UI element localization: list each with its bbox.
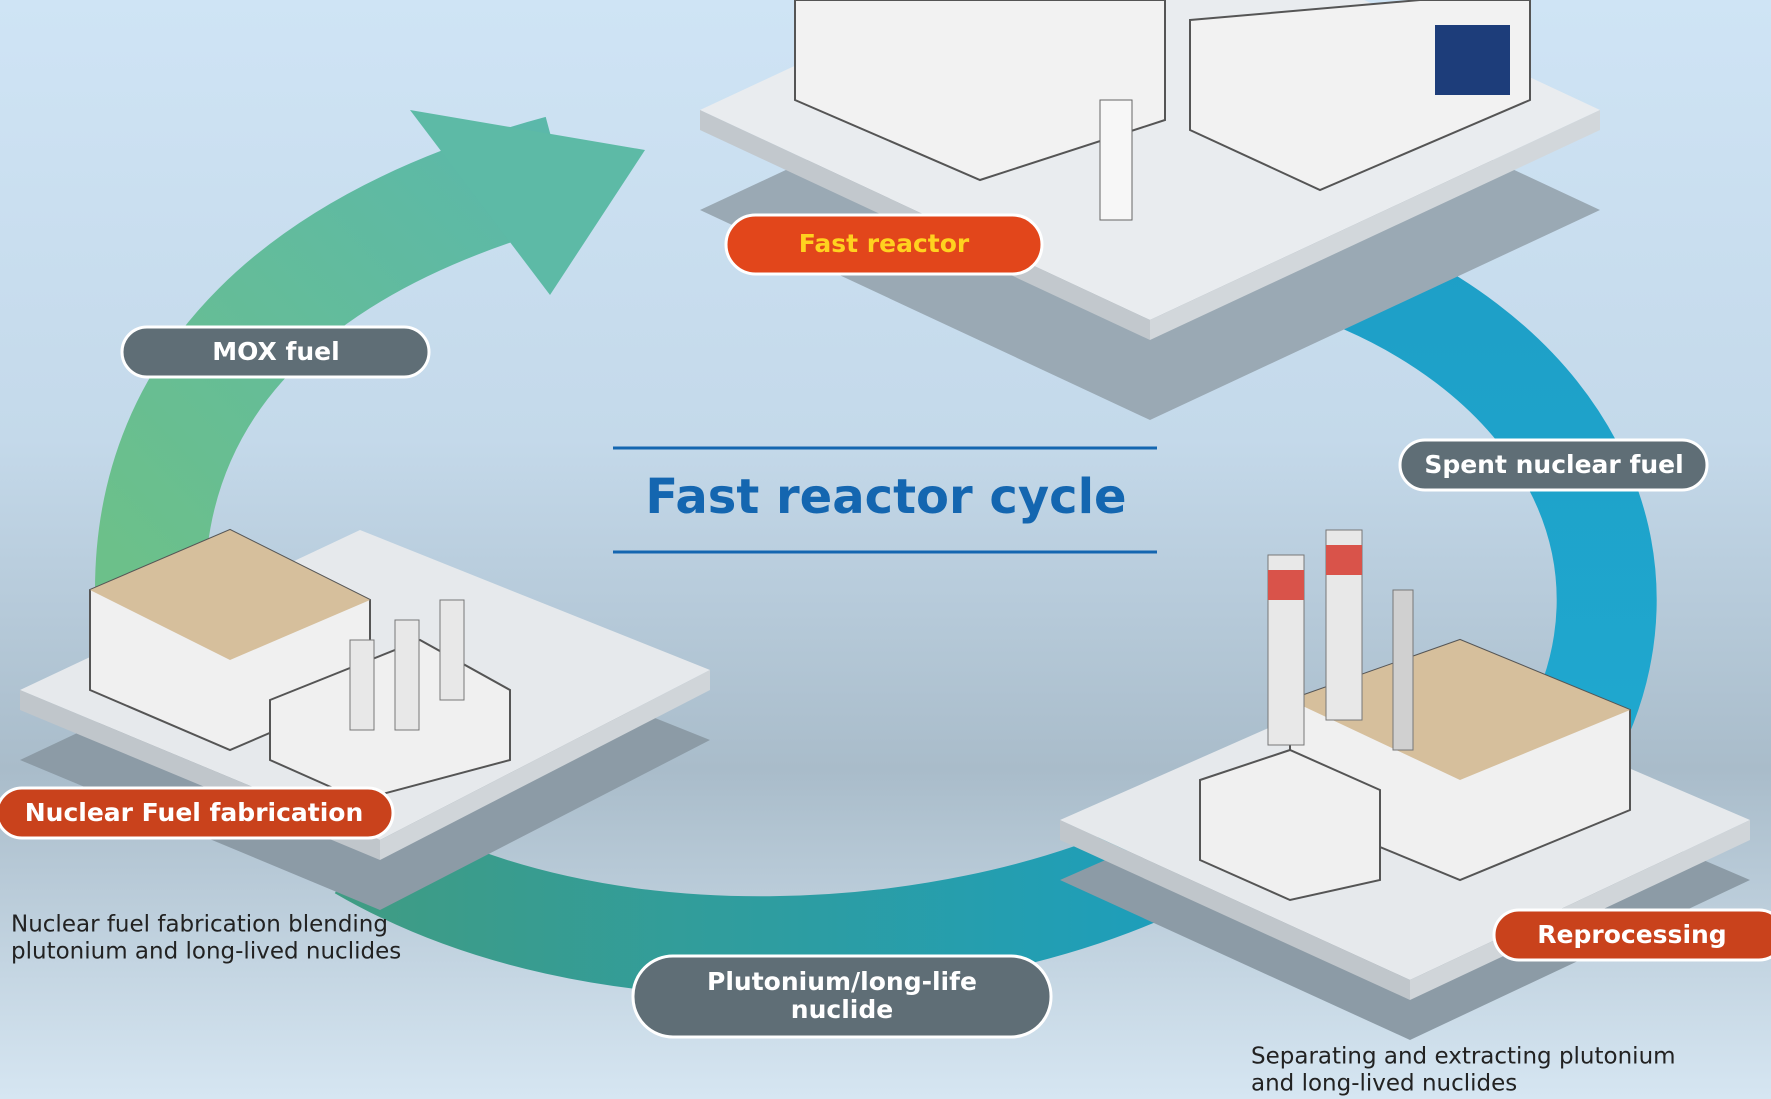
stage-pill [724,213,1044,276]
stage-description: plutonium and long-lived nuclides [11,939,401,965]
stage-label: Reprocessing [1537,920,1726,949]
title: Fast reactor cycle [645,469,1126,525]
stage-label: Fast reactor [799,229,970,258]
stage-description: Separating and extracting plutonium [1251,1044,1676,1070]
stage-description: and long-lived nuclides [1251,1071,1517,1097]
flow-label: Plutonium/long-life [707,967,977,996]
flow-arrow [334,806,1171,997]
arrow-head [410,110,645,295]
flow-label: nuclide [791,995,893,1024]
flow-pill [1398,438,1709,492]
stage-label: Nuclear Fuel fabrication [25,798,364,827]
flow-label: MOX fuel [212,337,339,366]
flow-pill [120,325,431,379]
stage-pill [0,786,395,840]
flow-pill [631,954,1053,1039]
reprocessing-platform [1060,529,1750,1040]
stage-description: Nuclear fuel fabrication blending [11,912,388,938]
fabrication-platform [20,528,710,910]
stage-pill [1492,908,1771,962]
flow-label: Spent nuclear fuel [1424,450,1683,479]
